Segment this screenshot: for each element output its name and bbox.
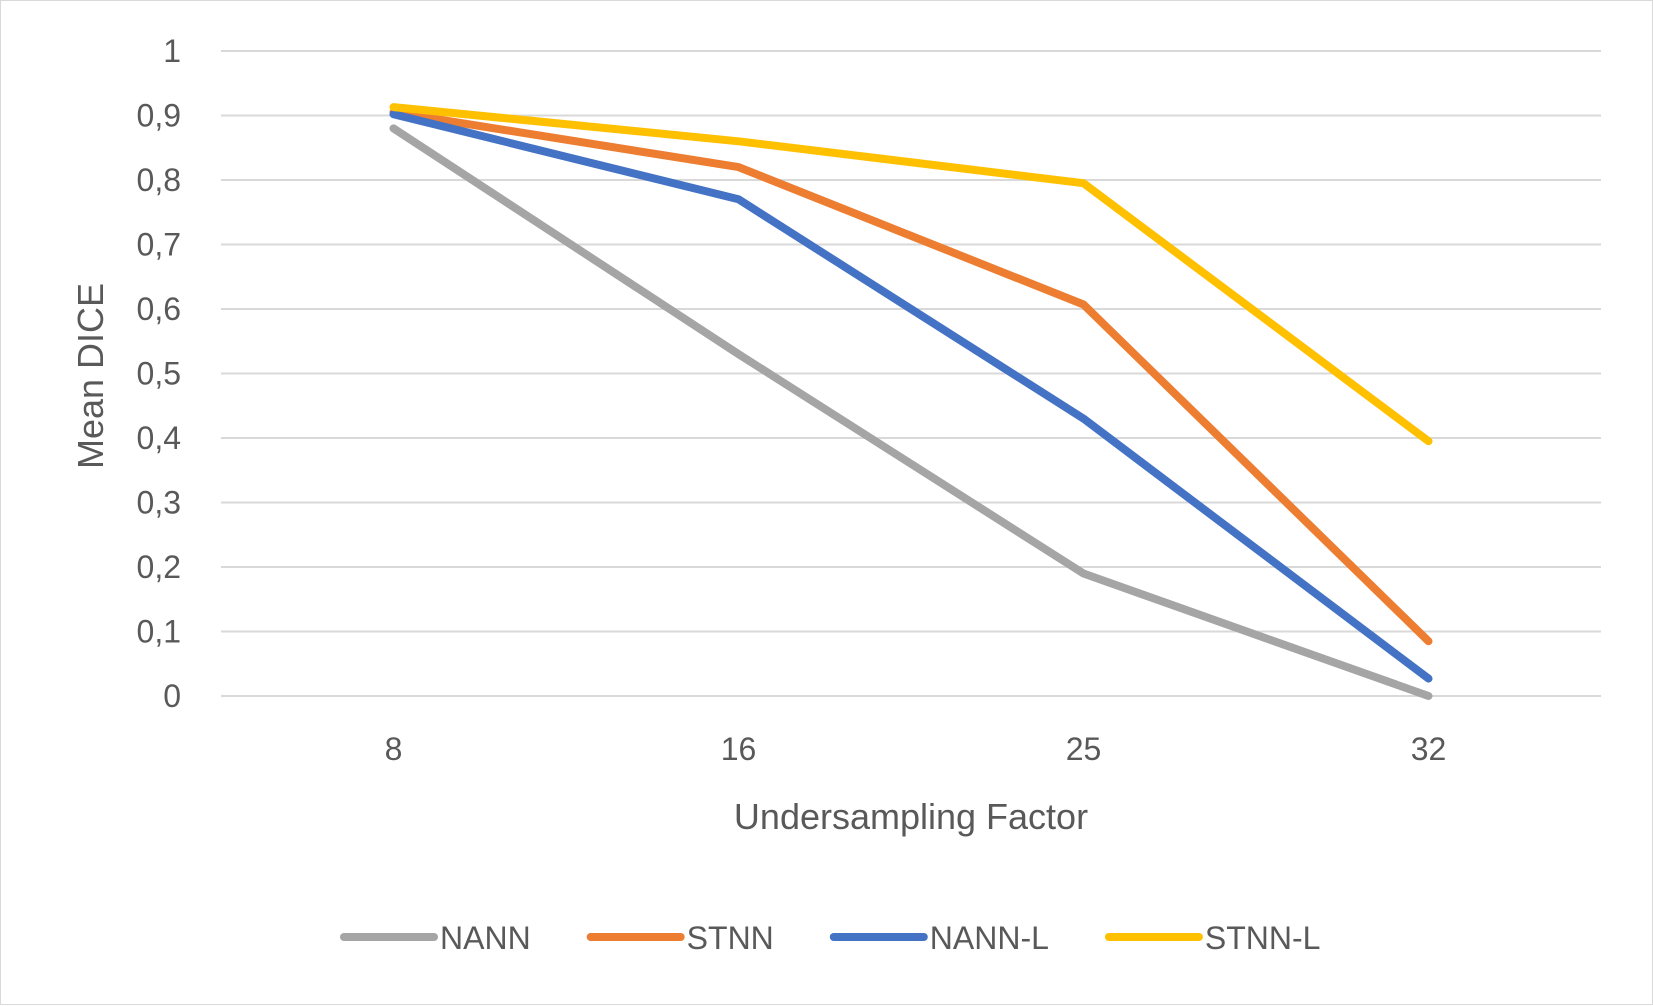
series-line-stnn-l xyxy=(389,103,1433,446)
y-tick-label: 0,5 xyxy=(137,356,181,392)
x-axis-tick-labels: 8 16 25 32 xyxy=(385,731,1447,767)
legend-label: STNN-L xyxy=(1205,920,1321,956)
y-tick-label: 1 xyxy=(163,33,181,69)
y-tick-label: 0,9 xyxy=(137,98,181,134)
y-tick-label: 0,4 xyxy=(137,420,181,456)
y-axis-tick-labels: 0 0,1 0,2 0,3 0,4 0,5 0,6 0,7 0,8 0,9 1 xyxy=(137,33,181,714)
y-axis-title: Mean DICE xyxy=(70,283,111,469)
series-lines xyxy=(389,103,1433,700)
y-tick-label: 0 xyxy=(163,678,181,714)
legend-item-stnn-l: STNN-L xyxy=(1104,920,1321,956)
legend-item-stnn: STNN xyxy=(586,920,774,956)
x-axis-title: Undersampling Factor xyxy=(734,796,1088,837)
x-tick-label: 32 xyxy=(1411,731,1447,767)
y-tick-label: 0,3 xyxy=(137,485,181,521)
gridlines xyxy=(221,50,1601,697)
series-line-nann-l xyxy=(389,110,1433,683)
legend-item-nann-l: NANN-L xyxy=(829,920,1049,956)
x-tick-label: 25 xyxy=(1066,731,1102,767)
series-line-stnn xyxy=(389,108,1433,646)
y-tick-label: 0,2 xyxy=(137,549,181,585)
x-tick-label: 8 xyxy=(385,731,403,767)
legend: NANN STNN NANN-L STNN-L xyxy=(340,920,1321,956)
legend-label: STNN xyxy=(687,920,774,956)
y-tick-label: 0,8 xyxy=(137,162,181,198)
y-tick-label: 0,6 xyxy=(137,291,181,327)
legend-item-nann: NANN xyxy=(340,920,531,956)
y-tick-label: 0,7 xyxy=(137,227,181,263)
series-line-nann xyxy=(389,124,1433,700)
x-tick-label: 16 xyxy=(721,731,757,767)
legend-label: NANN xyxy=(440,920,531,956)
y-tick-label: 0,1 xyxy=(137,614,181,650)
legend-label: NANN-L xyxy=(930,920,1049,956)
